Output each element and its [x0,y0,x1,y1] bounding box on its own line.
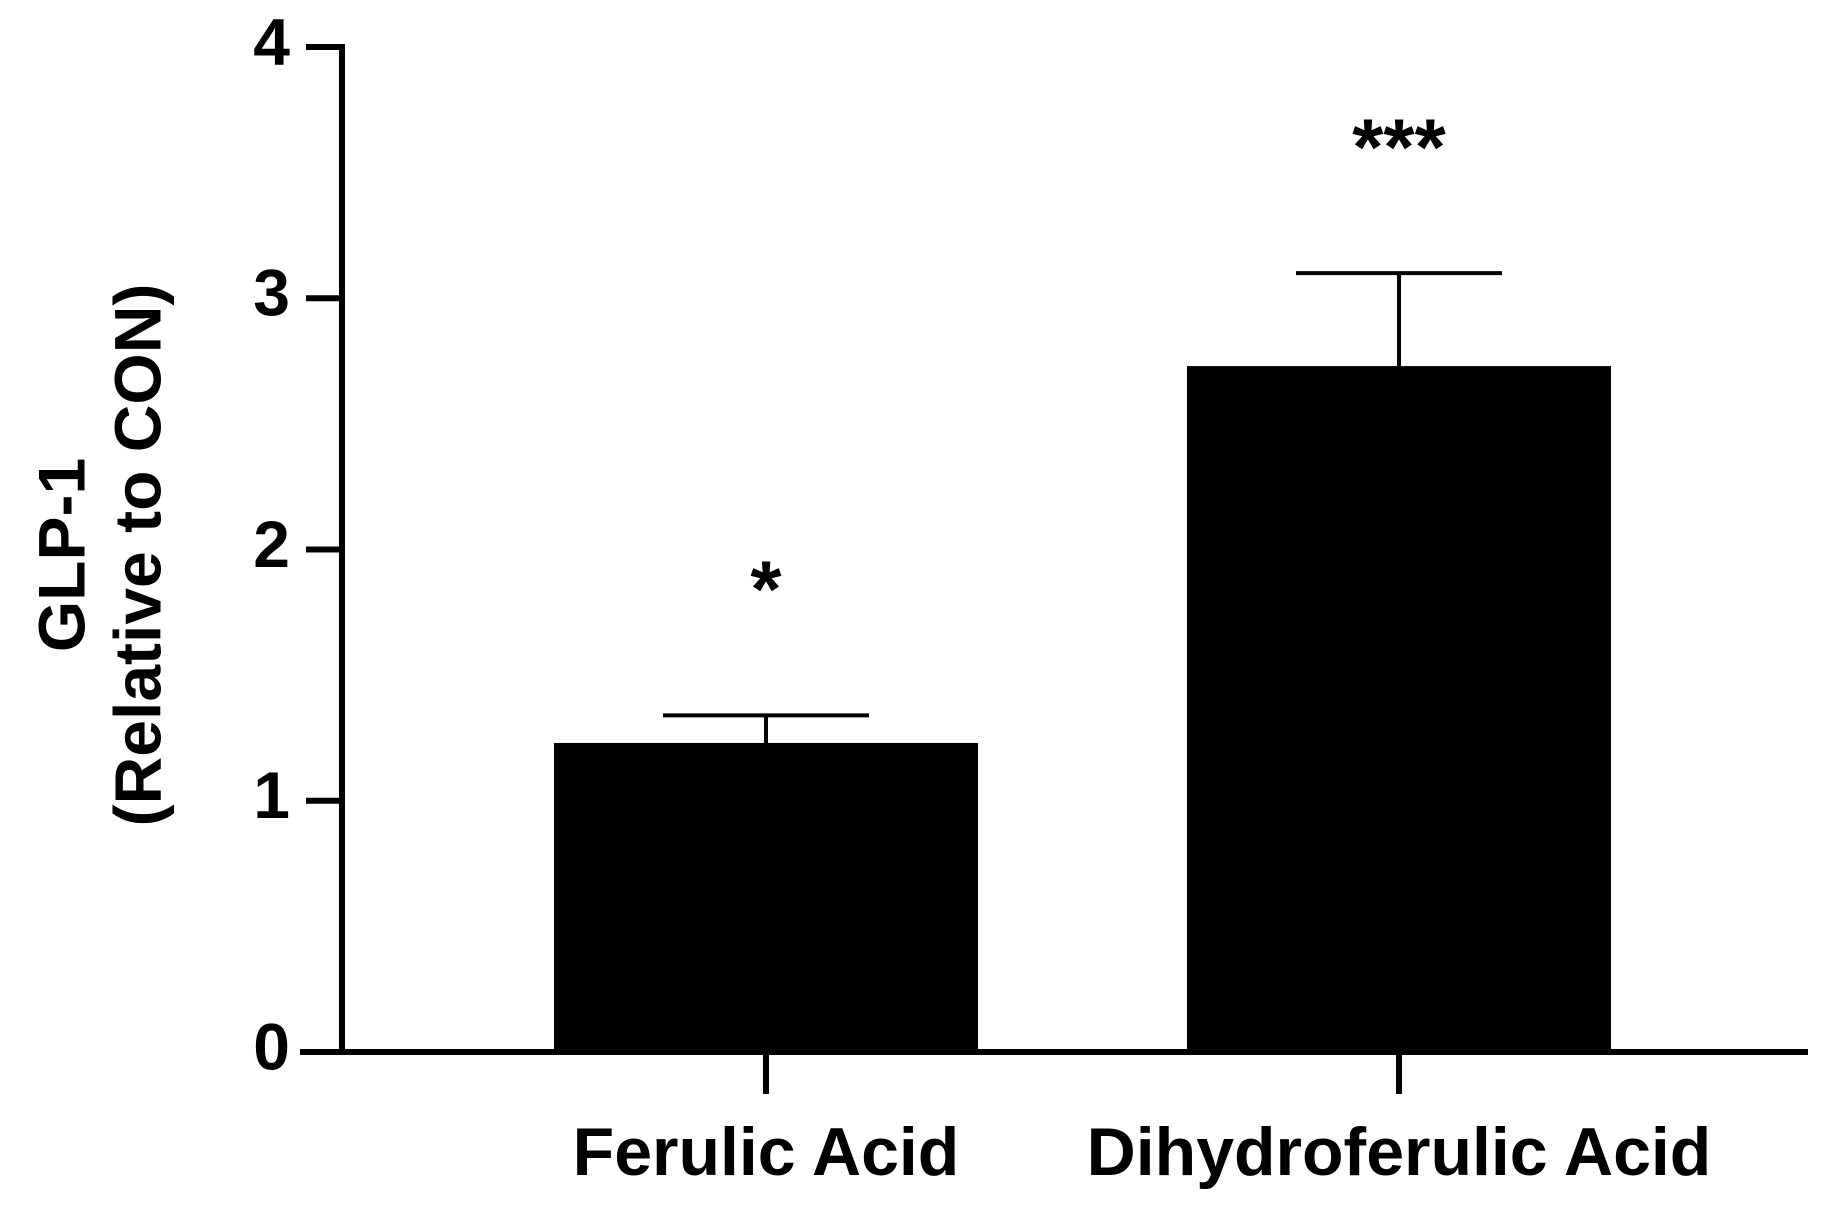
y-tick-label: 4 [253,4,290,78]
x-tick-label: Ferulic Acid [573,1114,960,1190]
y-tick-label: 3 [253,256,290,330]
y-tick-label: 2 [253,507,290,581]
y-axis-title-line: GLP-1 [24,458,98,652]
bar [554,742,978,1052]
significance-label: * [750,544,782,633]
y-axis-title: GLP-1 (Relative to CON) [24,284,174,827]
y-axis-title-line: (Relative to CON) [100,284,174,827]
bar [1187,366,1611,1052]
significance-label: *** [1352,102,1446,191]
x-tick-label: Dihydroferulic Acid [1087,1114,1712,1190]
y-tick-label: 1 [253,758,290,832]
y-tick-label: 0 [253,1009,290,1083]
